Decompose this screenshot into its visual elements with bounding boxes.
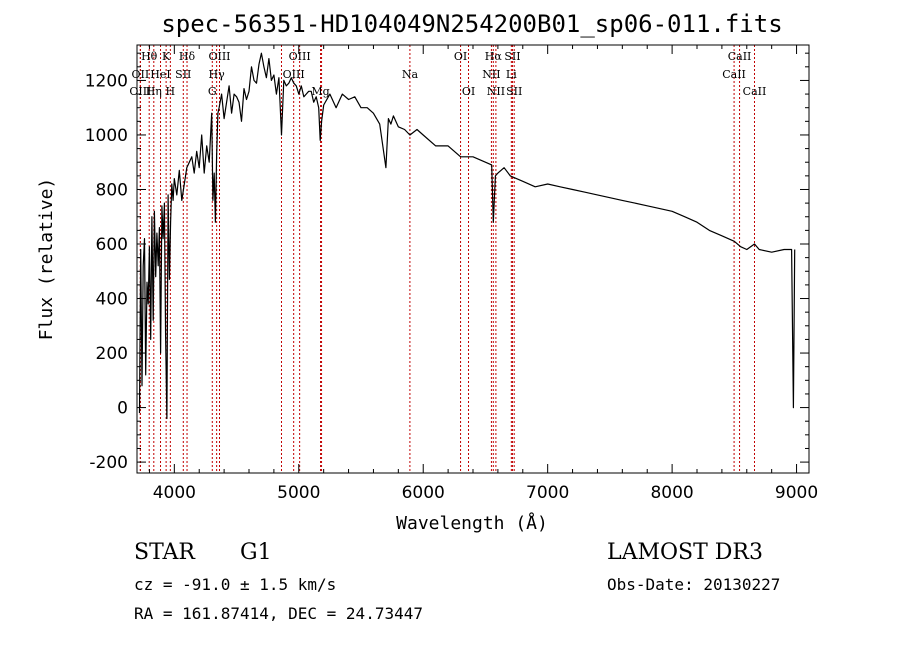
line-label: Hη (146, 85, 162, 98)
y-tick-label: -200 (89, 453, 128, 473)
line-label: Hγ (209, 68, 226, 81)
y-axis: -200 0 200 400 600 800 1000 1200 (85, 52, 809, 473)
plot-frame (136, 44, 810, 474)
x-axis: 4000 5000 6000 7000 8000 9000 (148, 45, 818, 503)
spectrum-line (138, 52, 796, 420)
spectral-line-markers (139, 45, 755, 473)
line-label: Na (402, 68, 419, 81)
line-label: OI (454, 50, 467, 63)
line-label: Hθ (141, 50, 158, 63)
x-tick-label: 5000 (277, 483, 320, 503)
line-label: CaII (743, 85, 767, 98)
y-tick-label: 600 (96, 235, 128, 255)
line-label: CaII (722, 68, 746, 81)
line-label: G (208, 85, 217, 98)
x-tick-label: 8000 (650, 483, 693, 503)
line-label: SII (175, 68, 191, 81)
line-label: SII (506, 85, 522, 98)
chart-title: spec-56351-HD104049N254200B01_sp06-011.f… (161, 10, 782, 38)
y-tick-label: 200 (96, 344, 128, 364)
line-label: Hα (485, 50, 503, 63)
y-tick-label: 1000 (85, 126, 128, 146)
x-axis-label: Wavelength (Å) (396, 512, 548, 534)
observation-date: Obs-Date: 20130227 (607, 575, 781, 594)
line-label: H (166, 85, 176, 98)
line-label: OIII (129, 85, 151, 98)
line-label: Mg (311, 85, 329, 98)
y-tick-label: 800 (96, 180, 128, 200)
coordinates: RA = 161.87414, DEC = 24.73447 (134, 604, 423, 623)
y-axis-label: Flux (relative) (36, 178, 57, 341)
subclass: G1 (240, 540, 272, 565)
x-tick-label: 7000 (526, 483, 569, 503)
line-label: SII (504, 50, 520, 63)
line-label: Li (506, 68, 517, 81)
line-label: OIII (289, 50, 311, 63)
line-label: OII (132, 68, 150, 81)
y-tick-label: 400 (96, 290, 128, 310)
line-label: NII (482, 68, 500, 81)
y-tick-label: 1200 (85, 71, 128, 91)
line-label: Hδ (179, 50, 196, 63)
x-tick-label: 4000 (153, 483, 196, 503)
line-label: HeI (150, 68, 170, 81)
line-label: OIII (283, 68, 305, 81)
x-tick-label: 6000 (402, 483, 445, 503)
line-label: OI (462, 85, 475, 98)
redshift-value: cz = -91.0 ± 1.5 km/s (134, 575, 337, 594)
survey-name: LAMOST DR3 (607, 540, 763, 565)
x-tick-label: 9000 (775, 483, 818, 503)
line-label: K (162, 50, 171, 63)
y-tick-label: 0 (117, 399, 128, 419)
line-label: NII (487, 85, 505, 98)
line-label: CaII (728, 50, 752, 63)
line-label: OIII (208, 50, 230, 63)
object-class: STAR (134, 540, 195, 565)
